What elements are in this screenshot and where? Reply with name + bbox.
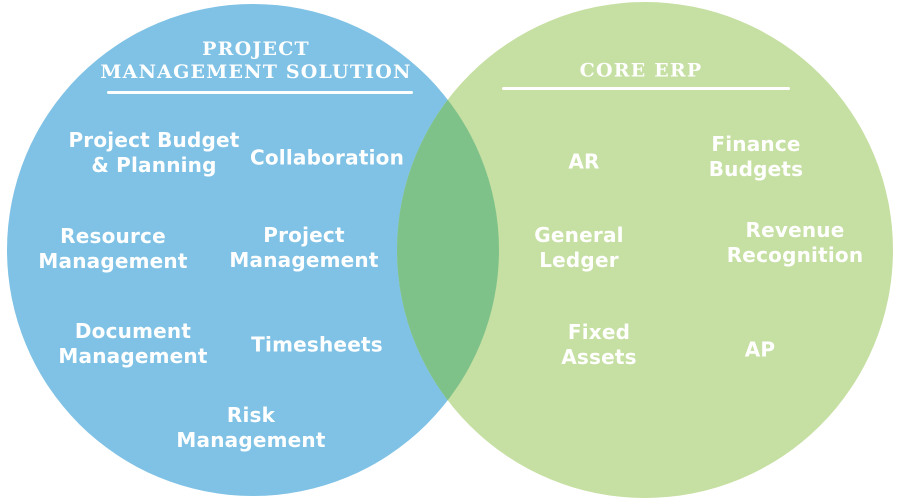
right-circle — [397, 2, 893, 498]
venn-item-resource-management: Resource Management — [38, 224, 188, 273]
venn-item-collaboration: Collaboration — [249, 145, 405, 170]
venn-item-revenue-recognition: Revenue Recognition — [726, 218, 864, 267]
venn-item-finance-budgets: Finance Budgets — [708, 132, 804, 181]
venn-item-fixed-assets: Fixed Assets — [561, 320, 637, 369]
right-title-underline — [502, 87, 790, 90]
venn-item-ap: AP — [744, 337, 776, 362]
venn-item-ar: AR — [568, 149, 600, 174]
left-circle-title: PROJECT MANAGEMENT SOLUTION — [100, 38, 412, 83]
right-circle-title: CORE ERP — [579, 59, 703, 82]
left-title-underline — [107, 91, 413, 94]
venn-item-timesheets: Timesheets — [251, 332, 383, 357]
venn-item-document-management: Document Management — [58, 319, 208, 368]
left-circle — [7, 4, 499, 496]
venn-item-risk-management: Risk Management — [176, 403, 326, 452]
venn-item-general-ledger: General Ledger — [534, 223, 624, 272]
venn-item-project-management: Project Management — [229, 223, 379, 272]
venn-item-project-budget-planning: Project Budget & Planning — [68, 128, 240, 177]
